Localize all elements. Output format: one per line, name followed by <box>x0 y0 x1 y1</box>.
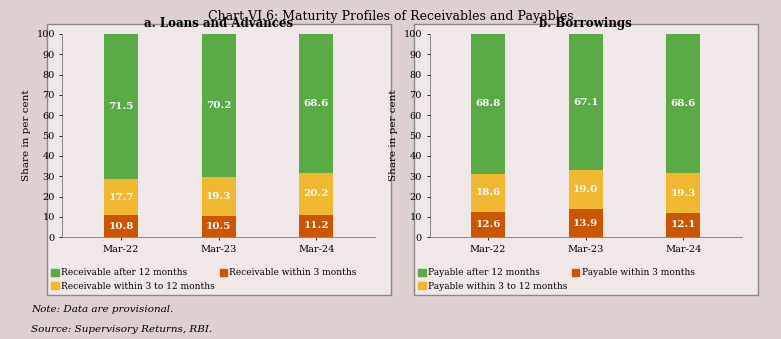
Text: 12.1: 12.1 <box>671 220 696 230</box>
Bar <box>666 34 701 174</box>
Text: 68.8: 68.8 <box>476 99 501 108</box>
Legend: Payable after 12 months, Payable within 3 to 12 months, Payable within 3 months: Payable after 12 months, Payable within … <box>419 268 695 291</box>
Y-axis label: Share in per cent: Share in per cent <box>389 90 398 181</box>
Bar <box>201 216 236 237</box>
Bar <box>104 179 138 215</box>
Bar <box>104 34 138 179</box>
Text: 17.7: 17.7 <box>109 193 134 202</box>
Bar <box>666 174 701 213</box>
Text: 11.2: 11.2 <box>304 221 329 231</box>
Text: 18.6: 18.6 <box>476 188 501 197</box>
Text: 10.5: 10.5 <box>206 222 231 231</box>
Bar <box>201 34 236 177</box>
Text: Note: Data are provisional.: Note: Data are provisional. <box>31 305 173 314</box>
Bar <box>471 34 505 174</box>
Title: a. Loans and Advances: a. Loans and Advances <box>144 17 293 30</box>
Bar <box>299 215 333 237</box>
Text: 12.6: 12.6 <box>476 220 501 229</box>
Text: 67.1: 67.1 <box>573 98 598 107</box>
Text: 68.6: 68.6 <box>304 99 329 108</box>
Bar <box>471 212 505 237</box>
Text: 68.6: 68.6 <box>671 99 696 108</box>
Text: 13.9: 13.9 <box>573 219 598 228</box>
Bar <box>569 34 603 171</box>
Text: 10.8: 10.8 <box>109 222 134 231</box>
Text: 70.2: 70.2 <box>206 101 231 110</box>
Text: Source: Supervisory Returns, RBI.: Source: Supervisory Returns, RBI. <box>31 325 212 335</box>
Text: 19.0: 19.0 <box>573 185 598 194</box>
Text: 20.2: 20.2 <box>304 190 329 198</box>
Text: Chart VI.6: Maturity Profiles of Receivables and Payables: Chart VI.6: Maturity Profiles of Receiva… <box>208 10 573 23</box>
Legend: Receivable after 12 months, Receivable within 3 to 12 months, Receivable within : Receivable after 12 months, Receivable w… <box>52 268 357 291</box>
Title: b. Borrowings: b. Borrowings <box>540 17 632 30</box>
Bar <box>569 171 603 209</box>
Bar <box>569 209 603 237</box>
Y-axis label: Share in per cent: Share in per cent <box>22 90 30 181</box>
Bar <box>666 213 701 237</box>
Text: 71.5: 71.5 <box>109 102 134 111</box>
Bar <box>299 34 333 174</box>
Bar <box>104 215 138 237</box>
Bar <box>299 174 333 215</box>
Bar <box>201 177 236 216</box>
Text: 19.3: 19.3 <box>206 192 231 201</box>
Bar <box>471 174 505 212</box>
Text: 19.3: 19.3 <box>671 188 696 198</box>
